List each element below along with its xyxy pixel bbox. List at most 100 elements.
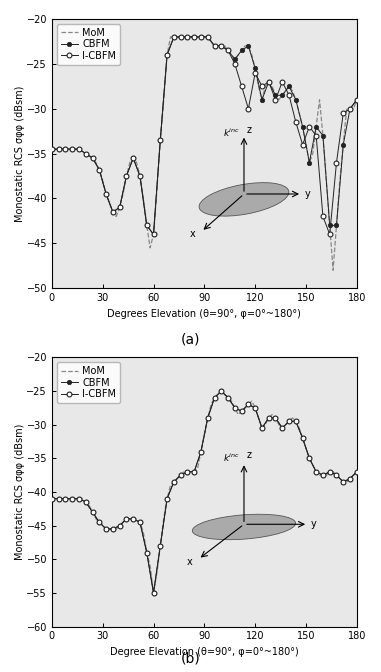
- MoM: [219, 387, 224, 395]
- I-CBFM: [56, 495, 61, 503]
- CBFM: [70, 495, 75, 503]
- I-CBFM: [266, 414, 271, 422]
- I-CBFM: [327, 230, 332, 239]
- I-CBFM: [185, 468, 190, 476]
- Line: CBFM: CBFM: [50, 389, 359, 595]
- CBFM: [321, 471, 325, 479]
- MoM: [50, 145, 54, 153]
- Line: I-CBFM: I-CBFM: [50, 388, 359, 595]
- I-CBFM: [104, 525, 108, 533]
- I-CBFM: [334, 471, 339, 479]
- I-CBFM: [314, 468, 319, 476]
- I-CBFM: [178, 471, 183, 479]
- CBFM: [199, 33, 203, 41]
- CBFM: [138, 518, 142, 526]
- Y-axis label: Monostatic RCS σφφ (dBsm): Monostatic RCS σφφ (dBsm): [15, 424, 25, 560]
- CBFM: [287, 417, 291, 425]
- CBFM: [158, 136, 163, 144]
- MoM: [355, 95, 359, 103]
- I-CBFM: [341, 109, 346, 117]
- I-CBFM: [158, 542, 163, 550]
- CBFM: [117, 521, 122, 530]
- CBFM: [151, 589, 156, 597]
- CBFM: [205, 414, 210, 422]
- CBFM: [273, 91, 278, 99]
- I-CBFM: [178, 33, 183, 41]
- CBFM: [219, 42, 224, 50]
- CBFM: [355, 95, 359, 103]
- I-CBFM: [77, 495, 81, 503]
- Ellipse shape: [192, 514, 296, 540]
- MoM: [331, 266, 335, 274]
- CBFM: [334, 471, 339, 479]
- Text: z: z: [247, 125, 252, 135]
- Text: y: y: [311, 519, 317, 529]
- CBFM: [253, 65, 258, 73]
- I-CBFM: [293, 417, 298, 425]
- CBFM: [266, 78, 271, 86]
- Text: y: y: [305, 189, 311, 199]
- MoM: [311, 150, 315, 158]
- Ellipse shape: [199, 183, 289, 216]
- CBFM: [212, 42, 217, 50]
- I-CBFM: [307, 454, 312, 462]
- CBFM: [192, 33, 197, 41]
- MoM: [232, 404, 237, 412]
- CBFM: [226, 46, 231, 54]
- CBFM: [260, 95, 264, 103]
- I-CBFM: [90, 154, 95, 162]
- CBFM: [185, 468, 190, 476]
- CBFM: [138, 172, 142, 180]
- CBFM: [246, 42, 251, 50]
- CBFM: [246, 401, 251, 409]
- CBFM: [327, 221, 332, 229]
- I-CBFM: [321, 212, 325, 220]
- CBFM: [321, 132, 325, 140]
- I-CBFM: [212, 42, 217, 50]
- I-CBFM: [124, 172, 129, 180]
- CBFM: [97, 166, 102, 174]
- I-CBFM: [151, 230, 156, 239]
- CBFM: [327, 468, 332, 476]
- CBFM: [280, 91, 285, 99]
- I-CBFM: [253, 404, 258, 412]
- CBFM: [293, 417, 298, 425]
- I-CBFM: [151, 589, 156, 597]
- CBFM: [56, 145, 61, 153]
- CBFM: [253, 404, 258, 412]
- CBFM: [273, 414, 278, 422]
- I-CBFM: [232, 60, 237, 68]
- I-CBFM: [131, 154, 136, 162]
- I-CBFM: [117, 521, 122, 530]
- CBFM: [280, 424, 285, 432]
- I-CBFM: [212, 394, 217, 402]
- I-CBFM: [253, 69, 258, 77]
- I-CBFM: [83, 498, 88, 506]
- I-CBFM: [144, 548, 149, 556]
- CBFM: [151, 230, 156, 239]
- MoM: [351, 105, 356, 113]
- CBFM: [90, 154, 95, 162]
- CBFM: [341, 140, 346, 149]
- CBFM: [77, 495, 81, 503]
- I-CBFM: [104, 190, 108, 198]
- CBFM: [266, 414, 271, 422]
- I-CBFM: [239, 82, 244, 90]
- I-CBFM: [90, 508, 95, 516]
- I-CBFM: [273, 95, 278, 103]
- I-CBFM: [56, 145, 61, 153]
- I-CBFM: [131, 515, 136, 523]
- I-CBFM: [348, 474, 352, 482]
- MoM: [87, 501, 91, 509]
- I-CBFM: [266, 78, 271, 86]
- CBFM: [260, 424, 264, 432]
- CBFM: [70, 145, 75, 153]
- X-axis label: Degrees Elevation (θ=90°, φ=0°~180°): Degrees Elevation (θ=90°, φ=0°~180°): [107, 308, 301, 319]
- I-CBFM: [246, 105, 251, 113]
- I-CBFM: [97, 518, 102, 526]
- CBFM: [56, 495, 61, 503]
- CBFM: [314, 468, 319, 476]
- I-CBFM: [165, 495, 170, 503]
- CBFM: [219, 387, 224, 395]
- Line: MoM: MoM: [52, 37, 357, 270]
